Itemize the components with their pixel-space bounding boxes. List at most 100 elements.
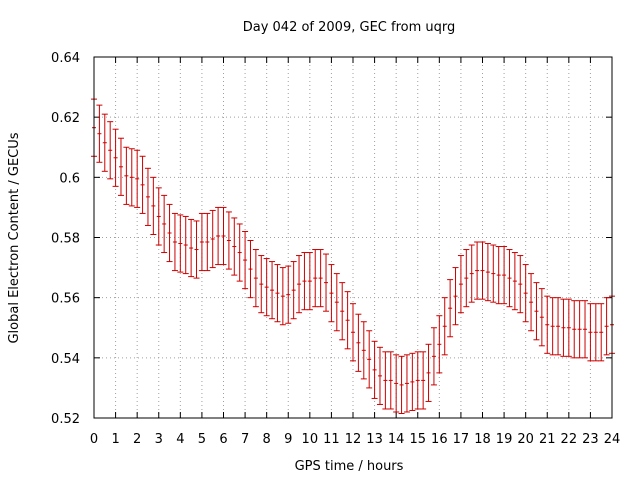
- data-point: [123, 146, 130, 205]
- data-point: [306, 252, 313, 311]
- x-tick-label: 6: [219, 432, 227, 447]
- x-tick-label: 22: [561, 432, 578, 447]
- x-tick-label: 12: [345, 432, 362, 447]
- data-point: [565, 298, 572, 357]
- data-point: [177, 214, 184, 273]
- data-point: [366, 330, 373, 389]
- data-point: [457, 255, 464, 314]
- data-point: [495, 246, 502, 305]
- x-tick-label: 16: [431, 432, 448, 447]
- data-point: [252, 249, 259, 308]
- y-tick-label: 0.56: [51, 292, 80, 307]
- data-point: [285, 265, 292, 324]
- data-point: [555, 297, 562, 356]
- data-point: [242, 230, 249, 290]
- x-tick-label: 13: [366, 432, 383, 447]
- data-point: [522, 264, 529, 323]
- data-point: [598, 303, 605, 362]
- data-point: [323, 253, 330, 312]
- x-tick-label: 24: [604, 432, 621, 447]
- data-point: [393, 354, 400, 413]
- x-tick-label: 15: [409, 432, 426, 447]
- y-tick-labels: 0.52 0.54 0.56 0.58 0.6 0.62 0.64: [51, 51, 80, 427]
- data-point: [447, 279, 454, 338]
- data-point: [139, 155, 146, 214]
- data-point: [263, 258, 270, 317]
- data-point: [204, 212, 211, 272]
- data-point: [398, 355, 405, 414]
- data-point: [107, 121, 114, 180]
- data-point: [592, 303, 599, 362]
- y-tick-label: 0.62: [51, 111, 80, 126]
- data-point: [344, 291, 351, 350]
- x-tick-label: 10: [302, 432, 319, 447]
- data-point: [328, 264, 335, 323]
- data-point: [463, 249, 470, 308]
- data-point: [533, 282, 540, 341]
- data-point: [490, 244, 497, 303]
- data-point: [436, 315, 443, 374]
- data-point: [506, 249, 513, 308]
- data-point: [101, 113, 108, 172]
- data-point: [549, 297, 556, 356]
- data-point: [571, 300, 578, 359]
- x-tick-label: 17: [453, 432, 470, 447]
- data-point: [350, 303, 356, 362]
- x-tick-label: 3: [155, 432, 163, 447]
- data-point: [544, 295, 551, 354]
- data-point: [603, 297, 610, 356]
- x-tick-labels: 0 1 2 3 4 5 6 7 8 9 10 11 12 13 14 15 16 17 18 19 20 21 22 23 24: [90, 432, 620, 447]
- data-point: [528, 273, 535, 332]
- x-axis-label: GPS time / hours: [295, 459, 404, 474]
- data-point: [387, 351, 394, 410]
- data-point: [576, 300, 583, 359]
- data-point: [468, 244, 475, 303]
- data-point: [517, 255, 524, 314]
- data-point: [474, 241, 481, 300]
- y-tick-label: 0.6: [59, 171, 80, 186]
- x-tick-label: 7: [241, 432, 249, 447]
- data-point: [144, 167, 151, 226]
- data-point: [150, 176, 157, 235]
- data-point: [360, 321, 367, 380]
- data-point: [484, 243, 491, 302]
- data-point: [501, 246, 508, 305]
- data-point: [511, 252, 518, 311]
- data-point: [587, 303, 594, 362]
- data-point: [161, 194, 168, 254]
- x-tick-label: 23: [582, 432, 599, 447]
- data-point: [339, 282, 346, 341]
- x-tick-label: 5: [198, 432, 206, 447]
- data-point: [296, 255, 303, 314]
- data-point: [582, 300, 589, 359]
- x-tick-label: 1: [111, 432, 119, 447]
- grid-lines: [94, 57, 612, 418]
- data-point: [403, 354, 410, 413]
- data-point: [231, 217, 238, 276]
- data-point: [269, 261, 276, 320]
- data-point: [538, 288, 545, 347]
- data-point: [414, 351, 421, 410]
- data-point: [312, 249, 319, 308]
- data-point: [209, 209, 216, 269]
- x-tick-label: 11: [323, 432, 340, 447]
- x-tick-label: 19: [496, 432, 513, 447]
- data-point: [355, 313, 362, 372]
- data-point: [317, 249, 324, 308]
- data-point: [188, 218, 195, 278]
- data-point: [128, 148, 135, 207]
- data-point: [425, 343, 432, 402]
- data-point: [258, 255, 265, 314]
- data-point: [479, 241, 486, 300]
- data-point: [215, 206, 222, 266]
- data-point: [193, 220, 200, 279]
- data-point: [247, 240, 254, 299]
- data-point: [382, 351, 389, 410]
- data-point: [420, 351, 427, 410]
- data-point: [182, 215, 189, 275]
- data-point: [441, 297, 448, 356]
- data-point: [96, 104, 103, 163]
- data-point: [376, 346, 383, 405]
- y-tick-label: 0.54: [51, 352, 80, 367]
